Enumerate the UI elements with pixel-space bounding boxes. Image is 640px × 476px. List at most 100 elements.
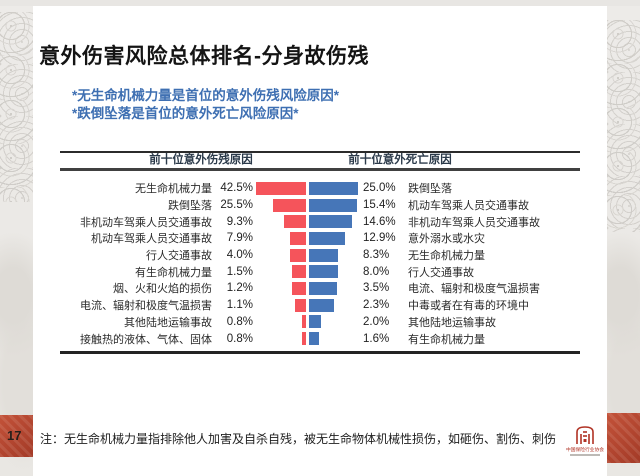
death-bar	[309, 265, 338, 279]
right-value-label: 2.0%	[363, 315, 390, 328]
left-value-label: 25.5%	[220, 199, 253, 212]
right-bar-zone	[309, 298, 363, 312]
right-value-label: 25.0%	[363, 182, 396, 195]
death-bar	[309, 281, 337, 295]
death-bar	[309, 231, 345, 245]
org-logo: 中国保险行业协会	[565, 425, 605, 456]
right-category-label: 无生命机械力量	[408, 250, 485, 263]
left-bar-zone	[253, 298, 306, 312]
left-value-label: 0.8%	[226, 315, 253, 328]
right-chart-header: 前十位意外死亡原因	[348, 154, 452, 166]
footnote: 注：无生命机械力量指排除他人加害及自杀自残，被无生命物体机械性损伤，如砸伤、割伤…	[40, 432, 557, 446]
page-number-badge: 17	[0, 415, 33, 457]
right-category-label: 跌倒坠落	[408, 183, 452, 196]
left-category-label: 其他陆地运输事故	[124, 316, 212, 329]
right-category-label: 非机动车驾乘人员交通事故	[408, 216, 540, 229]
disability-bar	[295, 298, 306, 312]
left-bar-zone	[253, 198, 306, 212]
disability-bar	[292, 265, 306, 279]
chart-row: 有生命机械力量 1.5% 8.0% 行人交通事故	[60, 263, 580, 280]
logo-english-line	[570, 454, 600, 456]
left-bar-zone	[253, 265, 306, 279]
right-bar-zone	[309, 281, 363, 295]
left-category-label: 电流、辐射和极度气温损害	[80, 300, 212, 313]
right-bar-zone	[309, 198, 363, 212]
dragon-scroll-pattern-right	[607, 20, 640, 232]
chart-header-band: 前十位意外伤残原因 前十位意外死亡原因	[60, 151, 580, 171]
death-bar	[309, 315, 321, 329]
disability-bar	[284, 215, 306, 229]
disability-bar	[256, 181, 306, 195]
left-category-label: 跌倒坠落	[168, 200, 212, 213]
right-bar-zone	[309, 265, 363, 279]
left-chart-header: 前十位意外伤残原因	[149, 154, 253, 166]
bullet-death: *跌倒坠落是首位的意外死亡风险原因*	[72, 106, 299, 121]
disability-bar	[292, 281, 306, 295]
left-category-label: 无生命机械力量	[135, 183, 212, 196]
chart-bottom-rule	[60, 350, 580, 354]
chart-row: 电流、辐射和极度气温损害 1.1% 2.3% 中毒或者在有毒的环境中	[60, 297, 580, 314]
left-bar-zone	[253, 215, 306, 229]
chart-row: 机动车驾乘人员交通事故 7.9% 12.9% 意外溺水或水灾	[60, 230, 580, 247]
right-value-label: 8.0%	[363, 265, 390, 278]
left-ornament-border: 17	[0, 0, 33, 476]
death-bar	[309, 332, 319, 346]
right-bar-zone	[309, 231, 363, 245]
disability-bar	[290, 248, 306, 262]
left-bar-zone	[253, 315, 306, 329]
right-category-label: 其他陆地运输事故	[408, 316, 496, 329]
bullet-disability: *无生命机械力量是首位的意外伤残风险原因*	[72, 88, 340, 103]
right-category-label: 意外溺水或水灾	[408, 233, 485, 246]
left-category-label: 烟、火和火焰的损伤	[113, 283, 212, 296]
page-number: 17	[7, 428, 22, 443]
left-value-label: 1.5%	[226, 265, 253, 278]
left-category-label: 有生命机械力量	[135, 266, 212, 279]
right-value-label: 2.3%	[363, 299, 390, 312]
right-value-label: 14.6%	[363, 215, 396, 228]
right-category-label: 有生命机械力量	[408, 333, 485, 346]
page-title: 意外伤害风险总体排名-分身故伤残	[39, 45, 369, 68]
chart-row: 其他陆地运输事故 0.8% 2.0% 其他陆地运输事故	[60, 314, 580, 331]
left-category-label: 行人交通事故	[146, 250, 212, 263]
chart-row: 行人交通事故 4.0% 8.3% 无生命机械力量	[60, 247, 580, 264]
disability-bar	[273, 198, 306, 212]
left-bar-zone	[253, 181, 306, 195]
right-value-label: 15.4%	[363, 199, 396, 212]
key-findings: *无生命机械力量是首位的意外伤残风险原因* *跌倒坠落是首位的意外死亡风险原因*	[72, 87, 339, 123]
left-value-label: 1.2%	[226, 282, 253, 295]
left-value-label: 0.8%	[226, 332, 253, 345]
right-ornament-border	[607, 0, 640, 476]
chart-row: 无生命机械力量 42.5% 25.0% 跌倒坠落	[60, 180, 580, 197]
right-category-label: 电流、辐射和极度气温损害	[408, 283, 540, 296]
left-category-label: 非机动车驾乘人员交通事故	[80, 216, 212, 229]
death-bar	[309, 198, 357, 212]
right-bar-zone	[309, 181, 363, 195]
disability-bar	[290, 231, 306, 245]
left-value-label: 1.1%	[226, 299, 253, 312]
right-bar-zone	[309, 248, 363, 262]
left-bar-zone	[253, 332, 306, 346]
chart-row: 烟、火和火焰的损伤 1.2% 3.5% 电流、辐射和极度气温损害	[60, 280, 580, 297]
chart-rows: 无生命机械力量 42.5% 25.0% 跌倒坠落 跌倒坠落 25.5% 15.4% 机动车驾乘…	[60, 171, 580, 347]
death-bar	[309, 181, 358, 195]
right-value-label: 1.6%	[363, 332, 390, 345]
right-red-ornament	[607, 413, 640, 463]
left-category-label: 机动车驾乘人员交通事故	[91, 233, 212, 246]
top-edge-strip	[0, 0, 640, 6]
right-category-label: 行人交通事故	[408, 266, 474, 279]
chart-row: 非机动车驾乘人员交通事故 9.3% 14.6% 非机动车驾乘人员交通事故	[60, 213, 580, 230]
left-value-label: 4.0%	[226, 249, 253, 262]
death-bar	[309, 215, 352, 229]
right-value-label: 12.9%	[363, 232, 396, 245]
left-value-label: 42.5%	[220, 182, 253, 195]
disability-bar	[302, 315, 306, 329]
left-value-label: 7.9%	[226, 232, 253, 245]
left-bar-zone	[253, 231, 306, 245]
left-bar-zone	[253, 248, 306, 262]
org-name-text: 中国保险行业协会	[566, 447, 605, 453]
chart-row: 接触热的液体、气体、固体 0.8% 1.6% 有生命机械力量	[60, 330, 580, 347]
chart-row: 跌倒坠落 25.5% 15.4% 机动车驾乘人员交通事故	[60, 197, 580, 214]
org-seal-icon	[574, 425, 596, 445]
right-value-label: 3.5%	[363, 282, 390, 295]
